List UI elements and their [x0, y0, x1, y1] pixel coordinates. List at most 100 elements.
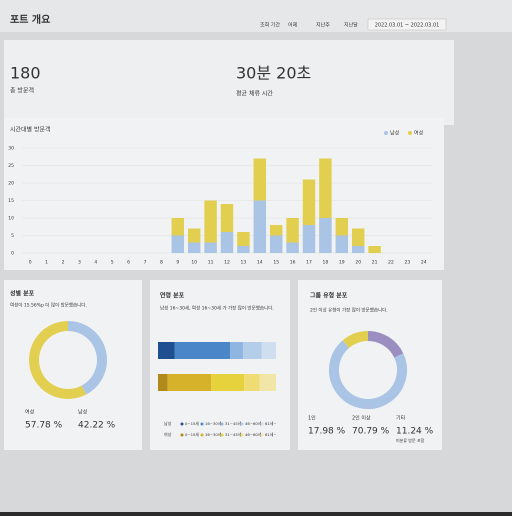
bar-segment [237, 246, 250, 253]
bar-segment [351, 228, 365, 246]
y-tick-label: 20 [8, 181, 14, 187]
tab[interactable]: 어제 [288, 22, 298, 29]
legend-label: 46~60세 [245, 432, 262, 437]
x-tick-label: 24 [421, 260, 427, 266]
bar-segment [237, 232, 250, 246]
bar-segment [220, 204, 234, 232]
page-title: 포트 개요 [10, 13, 50, 26]
x-tick-label: 2 [62, 260, 65, 266]
x-tick-label: 8 [160, 260, 163, 266]
legend-label: 46~60세 [245, 421, 262, 426]
chart-subtitle: 2인 이상 유형이 가장 많이 방문했습니다. [310, 307, 388, 314]
stat-label: 총 방문객 [10, 87, 34, 95]
date-box[interactable] [367, 18, 447, 31]
bar-segment [269, 225, 283, 236]
bar-segment [204, 242, 217, 253]
segment-value: 17.98 % [308, 427, 346, 437]
x-tick-label: 13 [241, 260, 247, 266]
tab[interactable]: 지난달 [344, 22, 358, 29]
segment-label: 여성 [25, 409, 34, 416]
bar-segment [171, 218, 185, 236]
date-range[interactable]: 2022.03.01 ~ 2022.03.01 [375, 23, 440, 29]
bar-segment [158, 342, 175, 359]
x-tick-label: 18 [323, 260, 329, 266]
bar-segment [187, 228, 201, 243]
bar-segment [242, 342, 262, 359]
donut-segment [367, 331, 404, 358]
x-tick-label: 22 [388, 260, 394, 266]
segment-value: 70.79 % [352, 427, 390, 437]
segment-label: 2인 이상 [352, 415, 371, 422]
bar-segment [286, 218, 299, 243]
bar-segment [171, 235, 185, 253]
x-tick-label: 9 [176, 260, 179, 266]
x-tick-label: 7 [144, 260, 147, 266]
x-tick-label: 11 [208, 260, 214, 266]
segment-value: 57.78 % [25, 421, 63, 431]
x-tick-label: 0 [29, 260, 32, 266]
bar-segment [335, 218, 349, 236]
x-tick-label: 23 [405, 260, 411, 266]
y-tick-label: 5 [11, 233, 14, 239]
y-tick-label: 25 [8, 163, 14, 169]
bar-segment [158, 374, 168, 391]
segment-label: 1인 [308, 415, 316, 422]
bar-segment [335, 235, 349, 253]
legend-label: 0~15세 [185, 421, 199, 426]
legend-label: 61세~ [265, 432, 277, 437]
chart-subtitle: 여성이 15.56%p 더 많이 방문했습니다. [10, 302, 87, 309]
y-tick-label: 15 [8, 198, 14, 204]
stat-value: 180 [10, 64, 41, 83]
segment-label: 남성 [78, 409, 87, 416]
bar-segment [204, 200, 217, 243]
bar-segment [286, 242, 299, 253]
card [298, 280, 442, 450]
bar-segment [302, 179, 316, 225]
legend-swatch [220, 422, 224, 426]
bar-segment [187, 242, 201, 253]
bar-segment [253, 158, 267, 201]
x-tick-label: 10 [191, 260, 197, 266]
legend-swatch [384, 131, 388, 135]
legend-row-label: 여성 [164, 431, 172, 437]
segment-value: 11.24 % [396, 427, 434, 437]
x-tick-label: 6 [127, 260, 130, 266]
bar-segment [351, 246, 365, 253]
legend-label: 16~30세 [205, 432, 222, 437]
tab[interactable]: 조회 기간 [260, 22, 280, 29]
bar-segment [167, 374, 212, 391]
legend-label: 61세~ [265, 421, 277, 426]
legend-swatch [260, 422, 264, 426]
card [4, 280, 142, 450]
x-tick-label: 5 [111, 260, 114, 266]
legend-swatch [408, 131, 412, 135]
legend-swatch [180, 422, 184, 426]
chart-subtitle: 남성 16~30세, 여성 16~30세 가 가장 많이 방문했습니다. [160, 305, 274, 312]
x-tick-label: 3 [78, 260, 81, 266]
x-tick-label: 14 [257, 260, 263, 266]
donut-segment [29, 321, 87, 399]
segment-label: 기타 [396, 415, 406, 422]
legend-swatch [200, 433, 204, 437]
legend-swatch [220, 433, 224, 437]
x-tick-label: 12 [224, 260, 230, 266]
legend-label: 0~15세 [185, 432, 199, 437]
x-tick-label: 17 [306, 260, 312, 266]
stat-label: 평균 체류 시간 [236, 90, 273, 98]
chart-title: 연령 분포 [160, 292, 185, 300]
y-tick-label: 30 [8, 146, 14, 152]
donut-segment [329, 340, 407, 409]
y-tick-label: 0 [11, 251, 14, 257]
tab[interactable]: 지난주 [316, 22, 330, 29]
bar-segment [244, 374, 260, 391]
bar-segment [259, 374, 276, 391]
bar-segment [302, 225, 316, 253]
legend-swatch [260, 433, 264, 437]
legend-swatch [240, 433, 244, 437]
x-tick-label: 20 [355, 260, 361, 266]
x-tick-label: 4 [94, 260, 97, 266]
legend-label: 남성 [390, 130, 399, 137]
y-tick-label: 10 [8, 216, 14, 222]
bar-segment [211, 374, 245, 391]
x-tick-label: 1 [45, 260, 48, 266]
